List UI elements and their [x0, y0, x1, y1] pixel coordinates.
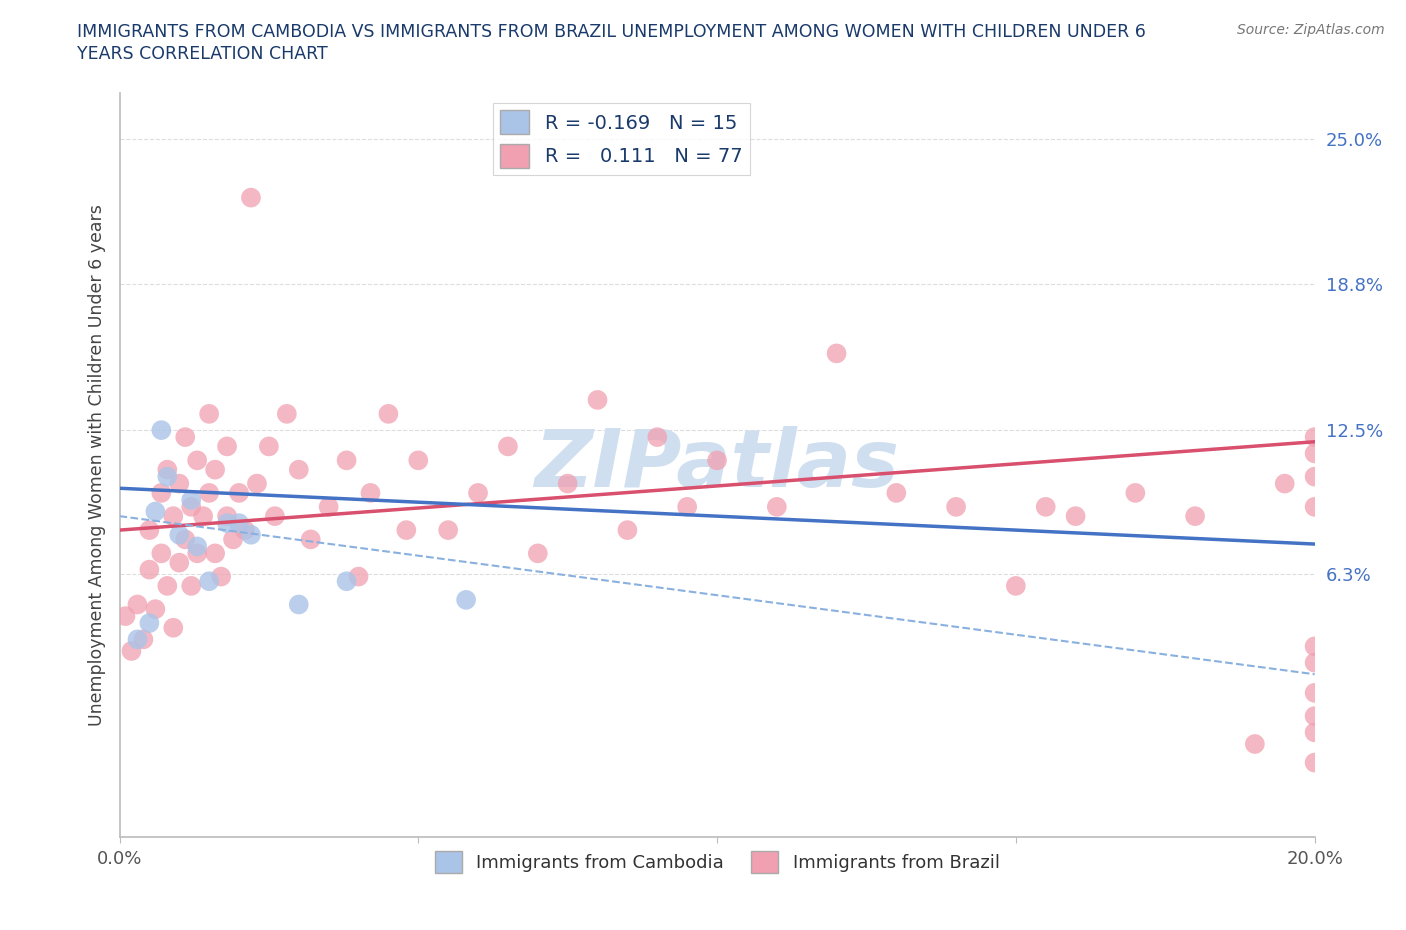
Point — [527, 546, 550, 561]
Point — [825, 346, 848, 361]
Legend: Immigrants from Cambodia, Immigrants from Brazil: Immigrants from Cambodia, Immigrants fro… — [427, 844, 1007, 880]
Point — [276, 406, 298, 421]
Point — [1064, 509, 1087, 524]
Point — [114, 609, 136, 624]
Point — [288, 597, 311, 612]
Point — [198, 574, 221, 589]
Point — [169, 476, 191, 491]
Point — [228, 515, 250, 530]
Point — [150, 546, 173, 561]
Point — [191, 509, 215, 524]
Point — [239, 191, 263, 206]
Point — [228, 485, 250, 500]
Point — [180, 578, 202, 593]
Point — [162, 509, 184, 524]
Point — [121, 644, 143, 658]
Point — [217, 509, 239, 524]
Point — [217, 515, 239, 530]
Point — [395, 523, 418, 538]
Point — [209, 569, 232, 584]
Point — [156, 462, 179, 477]
Point — [1005, 578, 1028, 593]
Point — [138, 562, 160, 577]
Point — [204, 462, 226, 477]
Point — [496, 439, 519, 454]
Point — [1184, 509, 1206, 524]
Text: YEARS CORRELATION CHART: YEARS CORRELATION CHART — [77, 45, 328, 62]
Point — [1274, 476, 1296, 491]
Point — [1303, 446, 1326, 461]
Text: ZIPatlas: ZIPatlas — [534, 426, 900, 504]
Point — [766, 499, 789, 514]
Point — [886, 485, 908, 500]
Point — [156, 470, 179, 485]
Point — [360, 485, 382, 500]
Point — [1303, 685, 1326, 700]
Point — [180, 499, 202, 514]
Point — [145, 602, 166, 617]
Point — [174, 532, 197, 547]
Point — [676, 499, 699, 514]
Point — [198, 406, 221, 421]
Text: Source: ZipAtlas.com: Source: ZipAtlas.com — [1237, 23, 1385, 37]
Point — [318, 499, 340, 514]
Point — [138, 616, 160, 631]
Point — [336, 574, 357, 589]
Text: IMMIGRANTS FROM CAMBODIA VS IMMIGRANTS FROM BRAZIL UNEMPLOYMENT AMONG WOMEN WITH: IMMIGRANTS FROM CAMBODIA VS IMMIGRANTS F… — [77, 23, 1146, 41]
Point — [347, 569, 370, 584]
Point — [1125, 485, 1147, 500]
Point — [1035, 499, 1057, 514]
Point — [145, 504, 166, 519]
Point — [246, 476, 269, 491]
Point — [127, 597, 149, 612]
Point — [162, 620, 184, 635]
Point — [1303, 639, 1326, 654]
Point — [586, 392, 609, 407]
Y-axis label: Unemployment Among Women with Children Under 6 years: Unemployment Among Women with Children U… — [87, 204, 105, 726]
Point — [138, 523, 160, 538]
Point — [1303, 656, 1326, 671]
Point — [1244, 737, 1267, 751]
Point — [264, 509, 287, 524]
Point — [233, 523, 256, 538]
Point — [336, 453, 357, 468]
Point — [299, 532, 322, 547]
Point — [1303, 470, 1326, 485]
Point — [174, 430, 197, 445]
Point — [288, 462, 311, 477]
Point — [456, 592, 478, 607]
Point — [437, 523, 460, 538]
Point — [377, 406, 399, 421]
Point — [169, 527, 191, 542]
Point — [150, 422, 173, 438]
Point — [1303, 755, 1326, 770]
Point — [204, 546, 226, 561]
Point — [467, 485, 489, 500]
Point — [1303, 499, 1326, 514]
Point — [706, 453, 728, 468]
Point — [1303, 709, 1326, 724]
Point — [408, 453, 430, 468]
Point — [222, 532, 245, 547]
Point — [239, 527, 263, 542]
Point — [132, 632, 155, 647]
Point — [186, 453, 208, 468]
Point — [180, 493, 202, 508]
Point — [945, 499, 967, 514]
Point — [186, 539, 208, 554]
Point — [1303, 430, 1326, 445]
Point — [127, 632, 149, 647]
Point — [257, 439, 280, 454]
Point — [557, 476, 579, 491]
Point — [198, 485, 221, 500]
Point — [616, 523, 638, 538]
Point — [186, 546, 208, 561]
Point — [156, 578, 179, 593]
Point — [1303, 725, 1326, 740]
Point — [150, 485, 173, 500]
Point — [647, 430, 669, 445]
Point — [169, 555, 191, 570]
Point — [217, 439, 239, 454]
